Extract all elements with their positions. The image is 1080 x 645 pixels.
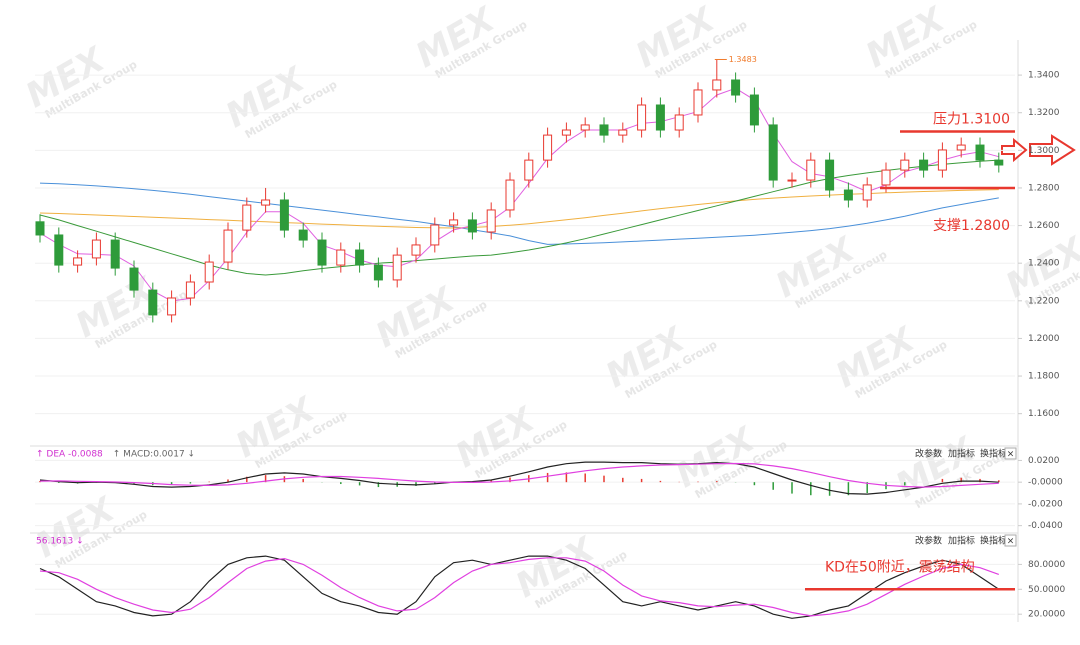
candle-body bbox=[430, 224, 440, 246]
close-box bbox=[1004, 534, 1017, 547]
candle-body bbox=[825, 159, 835, 191]
toolbar-button: 改参数 bbox=[915, 448, 942, 460]
candle-body bbox=[975, 144, 985, 161]
series-line bbox=[39, 159, 999, 276]
candle-body bbox=[373, 264, 383, 281]
candle-body bbox=[392, 254, 402, 281]
series-line bbox=[39, 462, 999, 488]
candle-body bbox=[204, 261, 214, 283]
candle-body bbox=[956, 144, 966, 151]
candle-body bbox=[919, 159, 929, 171]
y-tick-label: 0.0200 bbox=[1028, 456, 1060, 466]
candle-body bbox=[185, 281, 195, 299]
annotation-label: 支撑1.2800 bbox=[933, 218, 1010, 234]
candle-body bbox=[91, 239, 101, 259]
panel-header: ↑ MACD:0.0017 ↓ bbox=[113, 450, 195, 460]
toolbar-button: 改参数 bbox=[915, 535, 942, 547]
candle-body bbox=[937, 149, 947, 171]
series-line bbox=[39, 555, 1000, 619]
y-tick-label: 1.2600 bbox=[1028, 221, 1060, 231]
candle-body bbox=[618, 129, 628, 136]
y-tick-label: -0.0400 bbox=[1028, 521, 1063, 531]
candle-body bbox=[54, 234, 64, 266]
candle-body bbox=[355, 249, 365, 266]
candle-body bbox=[35, 221, 45, 236]
candle-body bbox=[768, 124, 778, 181]
y-tick-label: 1.2800 bbox=[1028, 183, 1060, 193]
candle-body bbox=[167, 297, 177, 316]
candle-body bbox=[543, 134, 553, 161]
toolbar-button: 换指标 bbox=[980, 535, 1007, 547]
candle-body bbox=[674, 114, 684, 131]
candle-body bbox=[411, 244, 421, 256]
candle-body bbox=[467, 219, 477, 233]
series-line bbox=[39, 189, 999, 229]
candle-body bbox=[599, 124, 609, 136]
candle-body bbox=[449, 219, 459, 226]
series-line bbox=[39, 557, 1000, 617]
candle-body bbox=[787, 179, 797, 182]
y-tick-label: 50.0000 bbox=[1028, 585, 1065, 595]
y-tick-label: 1.3000 bbox=[1028, 146, 1060, 156]
candle-body bbox=[881, 169, 891, 186]
candle-body bbox=[731, 79, 741, 96]
series-line bbox=[39, 87, 999, 302]
candle-body bbox=[712, 79, 722, 91]
y-tick-label: 1.3200 bbox=[1028, 108, 1060, 118]
y-tick-label: 1.2000 bbox=[1028, 334, 1060, 344]
candle-body bbox=[862, 184, 872, 201]
candle-body bbox=[261, 199, 271, 206]
candle-body bbox=[242, 204, 252, 231]
candle-body bbox=[655, 104, 665, 131]
close-button: × bbox=[1007, 537, 1015, 547]
candle-body bbox=[336, 249, 346, 266]
annotation-label: 压力1.3100 bbox=[933, 112, 1010, 128]
toolbar-button: 加指标 bbox=[948, 535, 975, 547]
candle-body bbox=[994, 159, 1004, 166]
y-tick-label: -0.0200 bbox=[1028, 499, 1063, 509]
annotation-label: KD在50附近，震荡结构 bbox=[825, 559, 975, 575]
candle-body bbox=[298, 229, 308, 241]
candle-body bbox=[110, 239, 120, 269]
series-line bbox=[39, 182, 999, 245]
candle-body bbox=[561, 129, 571, 136]
candle-body bbox=[223, 229, 233, 263]
toolbar-button: 加指标 bbox=[948, 448, 975, 460]
candle-body bbox=[279, 199, 289, 231]
y-tick-label: 1.3400 bbox=[1028, 71, 1060, 81]
candle-body bbox=[693, 89, 703, 116]
candle-body bbox=[505, 179, 515, 211]
arrow-icon bbox=[1029, 134, 1076, 166]
peak-label: 1.3483 bbox=[729, 55, 757, 64]
y-tick-label: 80.0000 bbox=[1028, 560, 1065, 570]
panel-header: 56.1613 ↓ bbox=[36, 537, 84, 547]
panel-header: ↑ DEA -0.0088 bbox=[36, 450, 103, 460]
y-tick-label: 1.1800 bbox=[1028, 372, 1060, 382]
close-box bbox=[1004, 447, 1017, 460]
candle-body bbox=[900, 159, 910, 171]
candle-body bbox=[806, 159, 816, 181]
candle-body bbox=[148, 289, 158, 316]
y-tick-label: 1.1600 bbox=[1028, 409, 1060, 419]
candle-body bbox=[843, 189, 853, 201]
candle-body bbox=[637, 104, 647, 131]
y-tick-label: 20.0000 bbox=[1028, 610, 1065, 620]
candle-body bbox=[129, 267, 139, 291]
y-tick-label: -0.0000 bbox=[1028, 478, 1063, 488]
candle-body bbox=[580, 124, 590, 131]
candle-body bbox=[486, 209, 496, 233]
candle-body bbox=[749, 94, 759, 126]
y-tick-label: 1.2400 bbox=[1028, 259, 1060, 269]
candle-body bbox=[317, 239, 327, 266]
candle-body bbox=[73, 257, 83, 266]
y-tick-label: 1.2200 bbox=[1028, 296, 1060, 306]
candle-body bbox=[524, 159, 534, 181]
close-button: × bbox=[1007, 450, 1015, 460]
toolbar-button: 换指标 bbox=[980, 448, 1007, 460]
